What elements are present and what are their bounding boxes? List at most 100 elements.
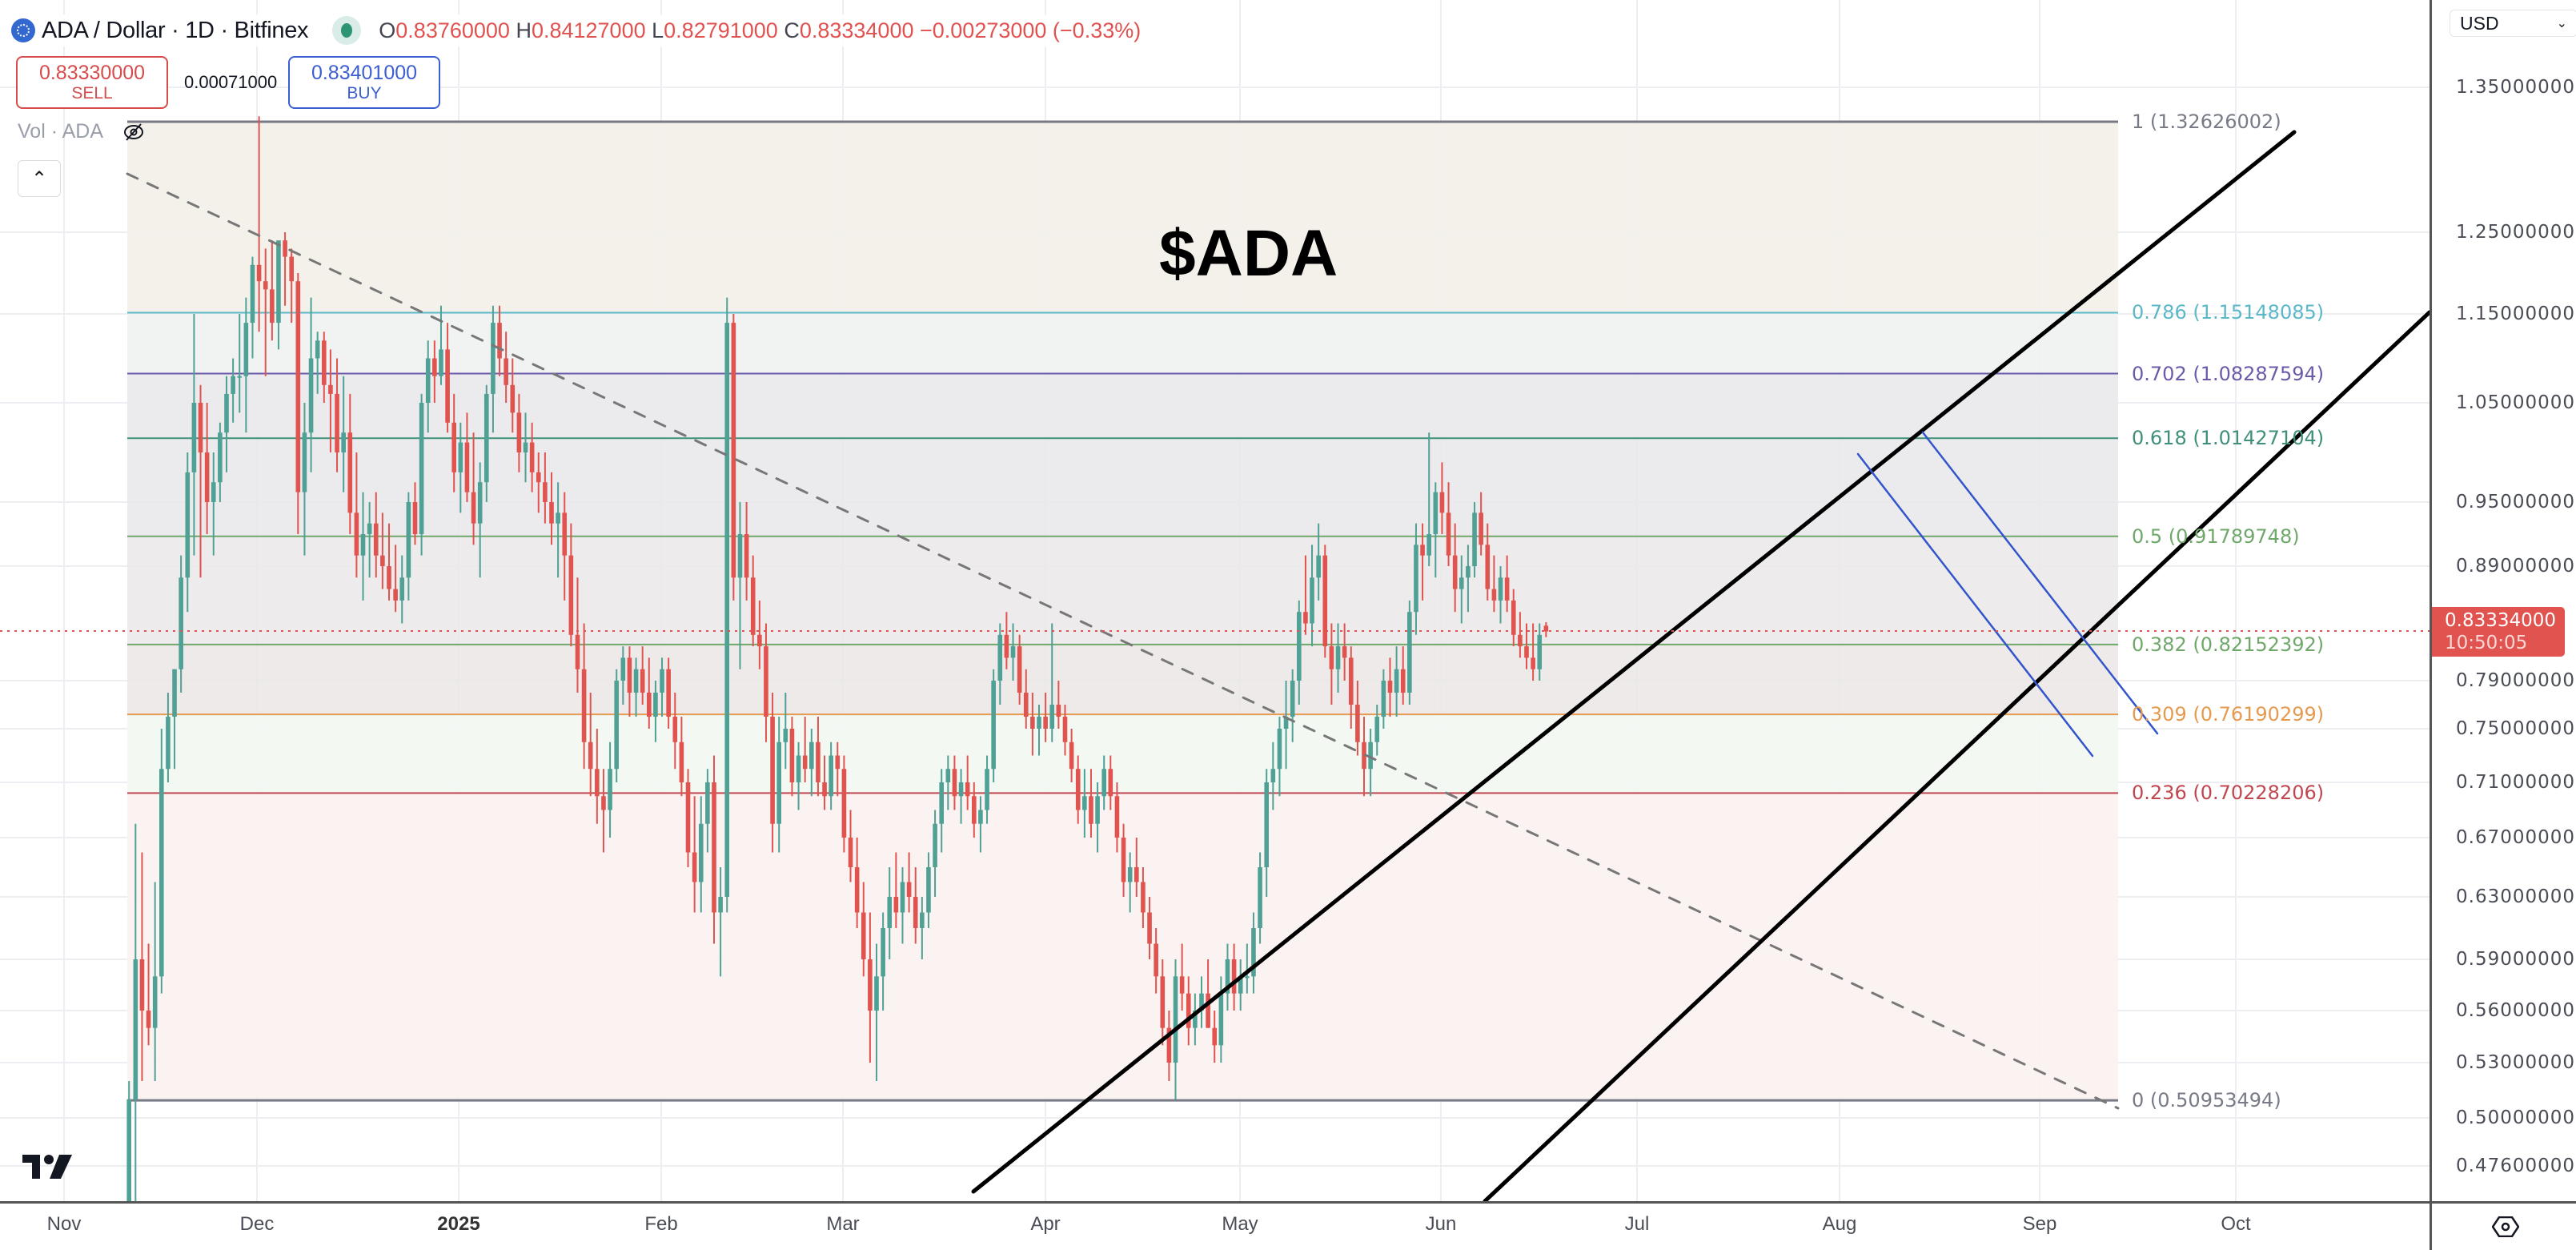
ohlc-values: O0.83760000 H0.84127000 L0.82791000 C0.8… [379, 18, 1141, 43]
time-axis[interactable]: Nov Dec 2025 Feb Mar Apr May Jun Jul Aug Sep Oct [0, 1201, 2430, 1250]
chart-annotation-text[interactable]: $ADA [1159, 217, 1338, 290]
fib-zone [127, 644, 2118, 715]
fib-level-label: 0.702 (1.08287594) [2132, 362, 2325, 385]
fib-zone [127, 312, 2118, 374]
candle-body [367, 523, 372, 534]
candle-body [1218, 993, 1224, 1046]
candle-body [1518, 634, 1523, 647]
candle-body [549, 502, 554, 524]
tradingview-logo-icon[interactable] [22, 1155, 72, 1180]
candle-body [412, 502, 418, 534]
candle-body [471, 492, 476, 524]
time-tick-label: 2025 [437, 1213, 480, 1235]
sell-button[interactable]: 0.83330000 SELL [16, 56, 168, 109]
candle-body [1231, 959, 1237, 994]
candle-body [1277, 729, 1282, 770]
price-tick-label: 0.67000000 [2456, 827, 2576, 848]
candle-body [1335, 646, 1341, 669]
candle-body [1251, 928, 1256, 977]
chart-settings-button[interactable] [2430, 1201, 2576, 1250]
candle-body [425, 358, 431, 403]
volume-label[interactable]: Vol · ADA [18, 120, 103, 143]
fib-level-label: 0.309 (0.76190299) [2132, 703, 2325, 726]
candle-body [588, 742, 593, 770]
symbol-legend: ADA / Dollar · 1D · Bitfinex O0.83760000… [11, 14, 1151, 46]
candle-body [231, 376, 235, 394]
price-tick-label: 0.56000000 [2456, 1000, 2576, 1021]
eye-off-icon[interactable] [122, 121, 145, 143]
candlestick-chart[interactable] [0, 0, 2430, 1201]
candle-body [705, 782, 710, 824]
candle-body [1037, 717, 1041, 729]
candle-body [1141, 882, 1146, 913]
candle-body [1154, 943, 1158, 977]
candle-body [848, 838, 853, 867]
candle-body [568, 555, 574, 635]
fib-zone [127, 714, 2118, 794]
candle-body [276, 240, 281, 324]
time-tick-label: Feb [644, 1213, 678, 1235]
buy-button[interactable]: 0.83401000 BUY [288, 56, 440, 109]
price-tick-label: 1.25000000 [2456, 222, 2576, 243]
candle-body [543, 482, 548, 502]
rising-channel-upper [971, 130, 2297, 1194]
time-tick-label: Mar [826, 1213, 860, 1235]
candle-body [464, 442, 470, 492]
candle-body [360, 534, 366, 556]
candle-body [256, 264, 262, 282]
candle-body [822, 782, 827, 797]
candle-body [445, 349, 450, 423]
price-axis[interactable]: USD ⌄ 1.35000000 1.25000000 1.15000000 1.05… [2430, 0, 2576, 1201]
candle-body [159, 769, 164, 977]
fib-level-label: 0 (0.50953494) [2132, 1089, 2281, 1112]
symbol-title[interactable]: ADA / Dollar · 1D · Bitfinex [42, 17, 309, 43]
candle-body [1127, 867, 1133, 882]
candle-body [575, 634, 580, 669]
candle-body [972, 796, 977, 824]
candle-body [744, 534, 749, 578]
collapse-legend-button[interactable]: ⌃ [18, 160, 61, 197]
candle-body [920, 912, 925, 928]
candle-body [126, 1099, 131, 1201]
candle-body [926, 867, 931, 913]
candle-body [1245, 976, 1250, 979]
candle-body [204, 452, 210, 502]
candle-body [789, 729, 795, 782]
candle-body [595, 769, 600, 797]
price-tick-label: 0.79000000 [2456, 670, 2576, 691]
candle-body [1075, 769, 1081, 810]
candle-body [1290, 681, 1295, 717]
currency-select[interactable]: USD ⌄ [2450, 10, 2576, 37]
candle-body [1134, 867, 1139, 882]
candle-body [1270, 769, 1276, 782]
candle-body [1095, 796, 1100, 824]
candle-body [1030, 717, 1035, 729]
candle-body [1466, 566, 1471, 578]
candle-body [1439, 492, 1445, 513]
candle-body [406, 502, 411, 578]
candle-body [985, 769, 989, 810]
price-tick-label: 0.47600000 [2456, 1156, 2576, 1176]
chart-plot-area[interactable] [0, 0, 2430, 1201]
candle-body [731, 323, 736, 578]
candle-body [640, 669, 645, 693]
price-tick-label: 0.59000000 [2456, 949, 2576, 970]
candle-body [133, 959, 138, 1099]
candle-body [1362, 742, 1366, 770]
last-price-tag: 0.83334000 10:50:05 [2432, 607, 2565, 657]
market-open-status-icon [332, 16, 362, 45]
candle-body [263, 281, 268, 290]
candle-body [997, 634, 1003, 681]
candle-body [1537, 634, 1543, 669]
candle-body [581, 669, 587, 742]
candle-body [1543, 625, 1549, 632]
price-tick-label: 1.05000000 [2456, 392, 2576, 413]
candle-body [660, 669, 664, 693]
candle-body [1049, 705, 1055, 729]
candle-body [1160, 976, 1166, 1028]
candle-body [1426, 534, 1431, 556]
fib-level-label: 0.236 (0.70228206) [2132, 782, 2325, 805]
candle-body [322, 340, 327, 385]
candle-body [328, 384, 333, 394]
